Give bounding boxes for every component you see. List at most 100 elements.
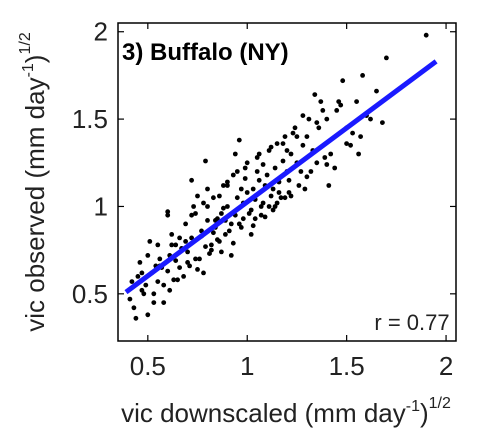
- scatter-point: [282, 134, 288, 140]
- scatter-point: [205, 218, 210, 223]
- scatter-point: [248, 207, 254, 213]
- scatter-point: [197, 256, 202, 262]
- scatter-point: [242, 165, 248, 171]
- scatter-point: [270, 207, 276, 213]
- scatter-point: [374, 88, 379, 94]
- scatter-point: [217, 193, 222, 199]
- scatter-point: [230, 240, 236, 246]
- scatter-point: [358, 134, 363, 140]
- scatter-point: [284, 148, 290, 153]
- scatter-point: [169, 242, 175, 248]
- scatter-point: [151, 291, 157, 297]
- scatter-point: [334, 108, 340, 113]
- scatter-point: [173, 258, 179, 263]
- y-tick-label: 1.5: [72, 104, 108, 134]
- scatter-point: [175, 277, 181, 283]
- scatter-point: [384, 55, 389, 61]
- scatter-point: [165, 268, 171, 274]
- scatter-point: [423, 32, 429, 38]
- scatter-point: [225, 204, 230, 209]
- scatter-point: [238, 186, 244, 192]
- scatter-point: [322, 155, 328, 160]
- scatter-point: [326, 183, 332, 188]
- scatter-point: [268, 144, 274, 150]
- scatter-point: [266, 204, 272, 209]
- scatter-point: [264, 172, 270, 178]
- scatter-point: [139, 287, 145, 293]
- correlation-annotation: r = 0.77: [374, 310, 449, 335]
- scatter-point: [242, 176, 248, 181]
- x-axis-label: vic downscaled (mm day-1)1/2: [121, 395, 451, 428]
- scatter-point: [288, 193, 294, 199]
- scatter-point: [232, 151, 238, 157]
- x-tick-label: 1.5: [329, 351, 365, 381]
- scatter-point: [217, 239, 222, 244]
- scatter-point: [167, 287, 173, 293]
- scatter-point: [145, 253, 151, 258]
- scatter-point: [141, 291, 147, 297]
- scatter-point: [278, 195, 284, 201]
- y-axis-label: vic observed (mm day-1)1/2: [17, 32, 50, 332]
- scatter-point: [354, 99, 359, 104]
- scatter-point: [336, 99, 342, 104]
- scatter-point: [223, 232, 228, 237]
- scatter-point: [324, 162, 330, 167]
- scatter-point: [157, 256, 163, 262]
- scatter-point: [221, 183, 226, 188]
- scatter-point: [203, 158, 208, 164]
- scatter-point: [230, 172, 236, 178]
- scatter-point: [368, 116, 373, 122]
- scatter-point: [228, 253, 234, 258]
- scatter-point: [195, 267, 200, 272]
- scatter-point: [145, 312, 151, 318]
- scatter-point: [348, 142, 353, 148]
- y-axis-ticks: 0.5 1 1.5 2: [72, 17, 456, 309]
- scatter-point: [147, 239, 153, 244]
- scatter-point: [328, 151, 334, 157]
- scatter-point: [260, 200, 266, 206]
- x-tick-label: 0.5: [130, 351, 166, 381]
- scatter-point: [135, 274, 141, 279]
- scatter-point: [225, 183, 230, 188]
- x-axis-label-sup1: -1: [406, 398, 420, 415]
- y-axis-label-close: ): [20, 55, 50, 64]
- regression-line: [124, 59, 438, 295]
- scatter-point: [268, 193, 274, 199]
- scatter-point: [316, 125, 322, 131]
- scatter-point: [294, 134, 300, 140]
- scatter-point: [225, 179, 230, 185]
- scatter-point: [221, 205, 226, 211]
- fit-line-layer: [124, 59, 438, 295]
- scatter-point: [127, 296, 133, 302]
- scatter-point: [238, 225, 244, 230]
- scatter-point: [133, 315, 139, 321]
- scatter-point: [254, 155, 260, 160]
- scatter-point: [356, 151, 361, 157]
- scatter-point: [276, 190, 282, 195]
- scatter-point: [187, 263, 193, 269]
- scatter-point: [181, 274, 187, 279]
- scatter-point: [201, 270, 206, 276]
- scatter-point: [314, 120, 320, 125]
- scatter-point: [280, 158, 286, 164]
- scatter-point: [254, 169, 260, 174]
- scatter-point: [234, 195, 240, 201]
- scatter-point: [286, 177, 292, 183]
- scatter-point: [209, 247, 214, 253]
- scatter-point: [258, 204, 264, 209]
- scatter-point: [219, 211, 224, 216]
- scatter-point: [312, 92, 318, 97]
- scatter-point: [252, 216, 258, 222]
- x-axis-label-main: vic downscaled (mm day: [121, 398, 406, 428]
- scatter-point: [205, 204, 210, 209]
- panel-title: 3) Buffalo (NY): [122, 39, 289, 66]
- scatter-point: [228, 221, 234, 227]
- scatter-point: [260, 162, 266, 167]
- scatter-point: [332, 165, 338, 171]
- scatter-point: [193, 211, 198, 216]
- scatter-point: [189, 177, 195, 183]
- x-tick-label: 2: [439, 351, 453, 381]
- scatter-point: [306, 116, 312, 122]
- scatter-point: [296, 183, 302, 188]
